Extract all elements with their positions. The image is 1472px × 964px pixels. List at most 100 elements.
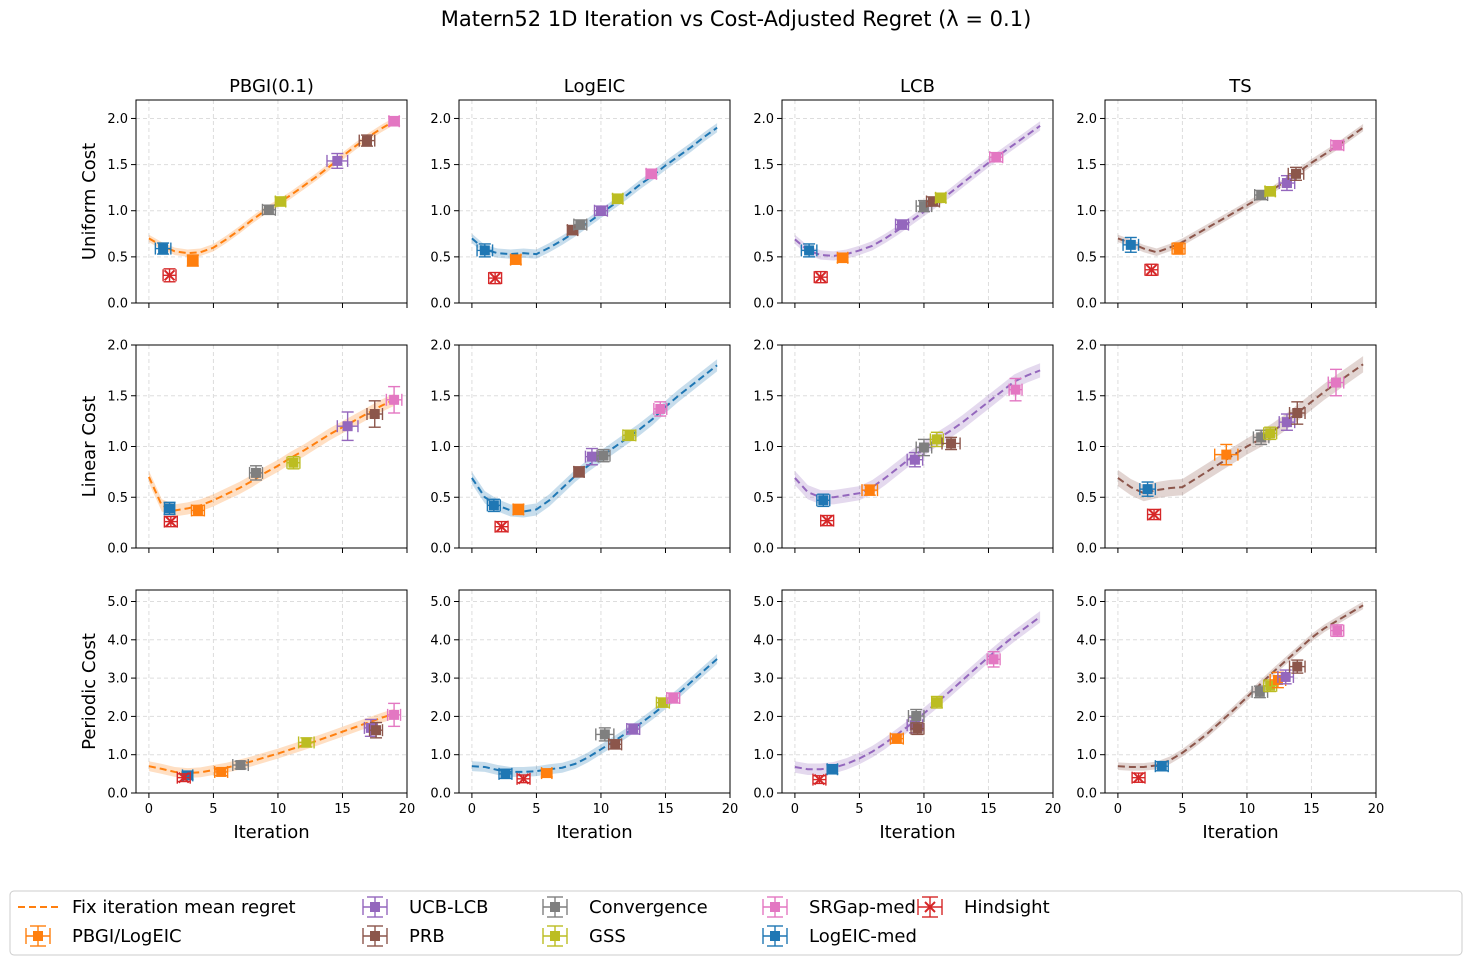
confidence-band (148, 393, 395, 517)
point-gss (622, 429, 637, 442)
point-marker (288, 457, 299, 468)
y-tick-label: 2.0 (1076, 710, 1097, 725)
point-marker (628, 724, 639, 735)
y-tick-label: 1.0 (753, 748, 774, 763)
point-marker (1330, 377, 1341, 388)
point-marker (1125, 239, 1136, 250)
x-axis-label: Iteration (1202, 822, 1278, 843)
legend-entry-srgap-med: SRGap-med (762, 896, 916, 918)
axes-frame (781, 589, 1054, 794)
x-tick-label: 10 (916, 802, 933, 817)
axes-frame (135, 344, 408, 549)
point-marker (1332, 140, 1343, 151)
point-srgap-med (386, 702, 402, 728)
confidence-band (148, 117, 395, 257)
subplot-periodic-cost-logeic: 0 5 10 15 20 0.0 1.0 2.0 3.0 4.0 5.0 Iteration (430, 589, 738, 843)
point-logeic-med (1154, 760, 1169, 773)
point-marker (1256, 432, 1267, 443)
point-marker (251, 467, 262, 478)
legend: Fix iteration mean regret PBGI/LogEIC UCB-… (9, 890, 1463, 956)
point-marker (489, 272, 501, 284)
point-marker (988, 654, 999, 665)
point-pbgi-logeic (861, 484, 879, 497)
point-marker (332, 155, 343, 166)
point-prb (358, 134, 376, 147)
axes-frame (458, 344, 731, 549)
y-tick-label: 0.5 (430, 250, 451, 265)
point-marker (369, 409, 380, 420)
point-marker (187, 255, 198, 266)
y-tick-label: 1.0 (1076, 748, 1097, 763)
point-marker (1173, 243, 1184, 254)
y-tick-label: 0.0 (107, 542, 128, 557)
point-logeic-med (1139, 481, 1157, 497)
legend-marker (370, 902, 380, 912)
y-tick-label: 5.0 (107, 595, 128, 610)
y-tick-label: 3.0 (430, 672, 451, 687)
point-prb (1288, 401, 1306, 425)
y-tick-label: 2.0 (1076, 112, 1097, 127)
column-title: LCB (900, 76, 935, 97)
confidence-band (471, 653, 718, 777)
point-prb (573, 465, 586, 478)
point-marker (911, 711, 922, 722)
x-axis-label: Iteration (556, 822, 632, 843)
point-marker (818, 495, 829, 506)
point-gss (1264, 185, 1277, 198)
x-tick-label: 15 (334, 802, 351, 817)
point-hindsight (1131, 771, 1146, 784)
y-tick-label: 1.5 (753, 389, 774, 404)
point-gss (1263, 426, 1278, 441)
point-marker (500, 768, 511, 779)
legend-marker (370, 931, 380, 941)
y-tick-label: 2.0 (753, 112, 774, 127)
subplot-periodic-cost-pbgi-0-1: 0 5 10 15 20 0.0 1.0 2.0 3.0 4.0 5.0 Iteration Perio… (79, 589, 415, 843)
axes-frame (781, 344, 1054, 549)
y-tick-label: 5.0 (430, 595, 451, 610)
x-tick-label: 10 (270, 802, 287, 817)
point-convergence (915, 438, 933, 457)
point-hindsight (820, 514, 835, 527)
point-marker (837, 252, 848, 263)
legend-label: PBGI/LogEIC (72, 926, 182, 947)
y-tick-label: 4.0 (753, 633, 774, 648)
y-tick-label: 1.0 (430, 440, 451, 455)
point-marker (595, 205, 606, 216)
point-srgap-med (986, 650, 1001, 668)
y-tick-label: 0.0 (753, 297, 774, 312)
legend-label: UCB-LCB (409, 897, 489, 918)
x-tick-label: 10 (1239, 802, 1256, 817)
axes-frame (458, 589, 731, 794)
point-marker (1142, 484, 1153, 495)
legend-label: LogEIC-med (809, 926, 917, 947)
y-tick-label: 1.5 (107, 158, 128, 173)
subplot-linear-cost-ts: 0.0 0.5 1.0 1.5 2.0 (1076, 339, 1377, 557)
mean-regret-line (471, 364, 718, 513)
y-tick-label: 1.0 (753, 204, 774, 219)
point-marker (804, 245, 815, 256)
point-marker (624, 430, 635, 441)
y-tick-label: 1.0 (430, 204, 451, 219)
point-marker (1290, 168, 1301, 179)
subplot-periodic-cost-ts: 0 5 10 15 20 0.0 1.0 2.0 3.0 4.0 5.0 Iteration (1076, 589, 1384, 843)
legend-label: Fix iteration mean regret (72, 897, 296, 918)
axes-frame (458, 99, 731, 304)
point-marker (646, 168, 657, 179)
point-marker (164, 503, 175, 514)
x-tick-label: 5 (532, 802, 540, 817)
legend-label: PRB (409, 926, 445, 947)
y-tick-label: 3.0 (1076, 672, 1097, 687)
y-tick-label: 5.0 (1076, 595, 1097, 610)
y-tick-label: 0.5 (1076, 250, 1097, 265)
point-marker (1281, 417, 1292, 428)
axes-frame (135, 99, 408, 304)
point-marker (182, 770, 193, 781)
point-marker (389, 709, 400, 720)
y-tick-label: 4.0 (107, 633, 128, 648)
confidence-band (1117, 123, 1364, 256)
point-marker (235, 760, 246, 771)
point-marker (365, 722, 376, 733)
point-hindsight (813, 270, 828, 284)
y-tick-label: 2.0 (430, 339, 451, 354)
point-pbgi-logeic (1171, 242, 1186, 255)
